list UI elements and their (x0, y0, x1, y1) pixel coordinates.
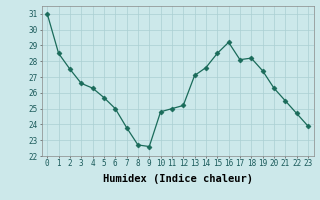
X-axis label: Humidex (Indice chaleur): Humidex (Indice chaleur) (103, 174, 252, 184)
